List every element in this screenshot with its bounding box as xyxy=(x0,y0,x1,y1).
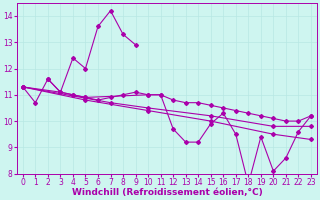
X-axis label: Windchill (Refroidissement éolien,°C): Windchill (Refroidissement éolien,°C) xyxy=(72,188,262,197)
